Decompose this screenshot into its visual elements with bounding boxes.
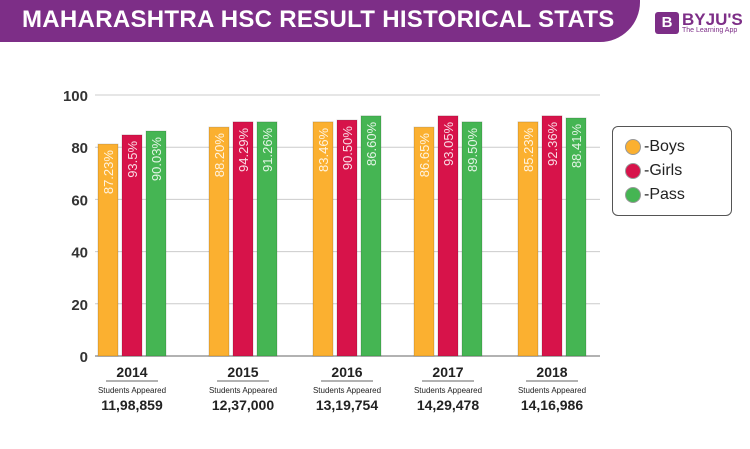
data-label: 86.65% [417,133,432,178]
data-label: 86.60% [364,121,379,166]
students-appeared-label: Students Appeared [518,386,586,395]
data-label: 94.29% [236,127,251,172]
data-label: 91.26% [260,127,275,172]
data-label: 88.41% [569,124,584,169]
bar-girls-2015 [232,121,254,357]
students-appeared-value: 11,98,859 [101,397,163,413]
chart-title: MAHARASHTRA HSC RESULT HISTORICAL STATS [22,6,615,33]
data-label: 88.20% [212,133,227,178]
bar-boys-2014 [97,143,119,357]
bar-pass-2018 [565,117,587,357]
title-banner: MAHARASHTRA HSC RESULT HISTORICAL STATS [0,0,640,42]
bar-pass-2015 [256,121,278,357]
y-tick-label: 60 [71,192,88,209]
y-tick-label: 80 [71,140,88,157]
data-label: 83.46% [316,127,331,172]
bar-pass-2017 [461,121,483,357]
students-appeared-label: Students Appeared [98,386,166,395]
students-appeared-label: Students Appeared [209,386,277,395]
bar-girls-2016 [336,119,358,357]
legend-label: -Girls [644,162,683,179]
students-appeared-value: 14,29,478 [417,397,479,413]
y-tick-label: 0 [80,349,88,366]
byjus-logo: B BYJU'S The Learning App [655,10,743,34]
legend-label: -Pass [644,186,685,203]
x-tick-label: 2018 [536,364,567,380]
legend-label: -Boys [644,138,685,155]
y-tick-label: 20 [71,297,88,314]
x-tick-label: 2016 [331,364,362,380]
legend-swatch [625,139,641,155]
logo-name: BYJU'S [682,10,743,29]
x-tick-label: 2015 [227,364,258,380]
data-label: 90.03% [149,137,164,182]
data-label: 85.23% [521,127,536,172]
bar-girls-2018 [541,115,563,357]
legend-item-girls: -Girls [625,159,731,183]
students-appeared-label: Students Appeared [414,386,482,395]
y-tick-label: 40 [71,245,88,262]
bar-girls-2017 [437,115,459,357]
data-label: 93.5% [125,141,140,178]
bar-pass-2016 [360,115,382,357]
bar-girls-2014 [121,134,143,357]
logo-mark: B [655,12,679,34]
bar-pass-2014 [145,130,167,357]
bar-boys-2015 [208,126,230,357]
x-tick-label: 2017 [432,364,463,380]
logo-tagline: The Learning App [682,27,738,34]
legend-item-pass: -Pass [625,183,731,207]
bar-boys-2017 [413,126,435,357]
students-appeared-value: 12,37,000 [212,397,274,413]
students-appeared-value: 14,16,986 [521,397,583,413]
x-tick-label: 2014 [116,364,147,380]
data-label: 87.23% [101,150,116,195]
data-label: 90.50% [340,126,355,171]
students-appeared-label: Students Appeared [313,386,381,395]
data-label: 92.36% [545,121,560,166]
legend-swatch [625,187,641,203]
students-appeared-value: 13,19,754 [316,397,378,413]
legend: -Boys -Girls -Pass [612,126,732,216]
y-tick-label: 100 [63,88,88,105]
bar-boys-2018 [517,121,539,357]
legend-swatch [625,163,641,179]
data-label: 89.50% [465,127,480,172]
bar-boys-2016 [312,121,334,357]
legend-item-boys: -Boys [625,135,731,159]
data-label: 93.05% [441,121,456,166]
